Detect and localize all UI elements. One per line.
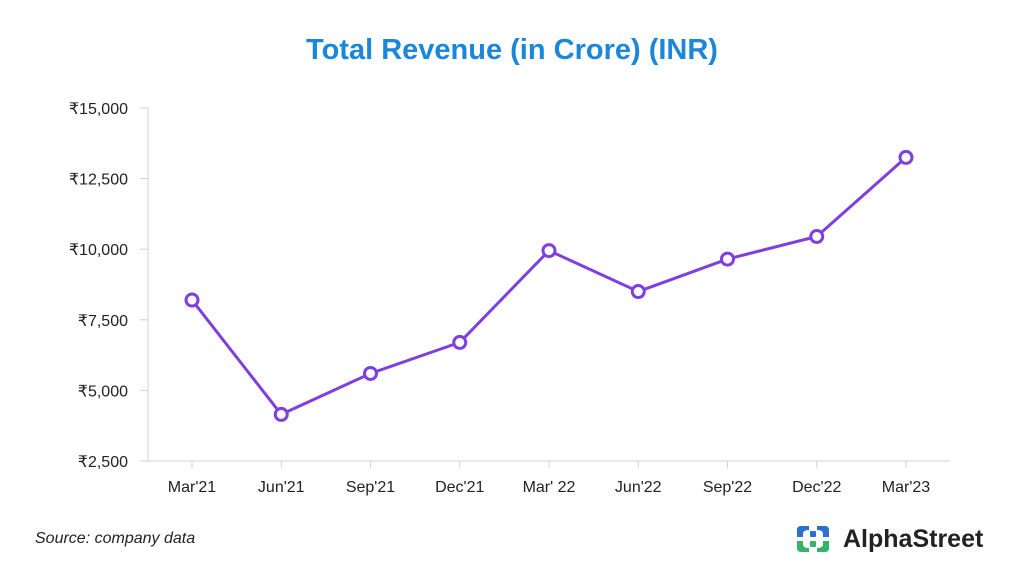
x-tick-label: Sep'22 (703, 479, 752, 496)
x-tick-label: Dec'21 (435, 479, 484, 496)
data-point (541, 243, 557, 259)
x-tick-label: Jun'21 (258, 479, 305, 496)
series-line (190, 156, 907, 416)
x-tick-label: Sep'21 (346, 479, 395, 496)
data-point (273, 406, 289, 422)
data-point (630, 284, 646, 300)
x-tick-label: Jun'22 (615, 479, 662, 496)
data-point (184, 292, 200, 308)
x-tick-label: Mar' 22 (523, 479, 576, 496)
alphastreet-logo-icon (797, 526, 829, 552)
x-tick-label: Dec'22 (792, 479, 841, 496)
data-point (363, 365, 378, 381)
y-tick-label: ₹7,500 (78, 313, 128, 330)
y-tick-label: ₹12,500 (69, 172, 128, 189)
y-axis: ₹2,500 ₹5,000 ₹7,500 ₹10,000 ₹12,500 ₹15,000 (69, 101, 149, 471)
brand-logo-group: AlphaStreet (795, 524, 983, 554)
brand-name: AlphaStreet (843, 524, 984, 553)
x-axis: Mar'21 Jun'21 Sep'21 Dec'21 Mar' 22 Jun'22 Sep… (148, 460, 950, 496)
x-tick-label: Mar'21 (168, 479, 217, 496)
data-point (452, 334, 468, 350)
y-tick-label: ₹5,000 (78, 383, 128, 400)
series-total-revenue (184, 149, 914, 422)
x-tick-label: Mar'23 (882, 479, 931, 496)
data-point (809, 228, 825, 244)
y-tick-label: ₹10,000 (69, 242, 128, 259)
chart-title: Total Revenue (in Crore) (INR) (306, 34, 718, 66)
y-tick-label: ₹2,500 (78, 454, 128, 471)
data-point (720, 251, 735, 267)
y-tick-label: ₹15,000 (69, 101, 128, 118)
source-note: Source: company data (35, 530, 196, 547)
data-point (898, 149, 914, 165)
